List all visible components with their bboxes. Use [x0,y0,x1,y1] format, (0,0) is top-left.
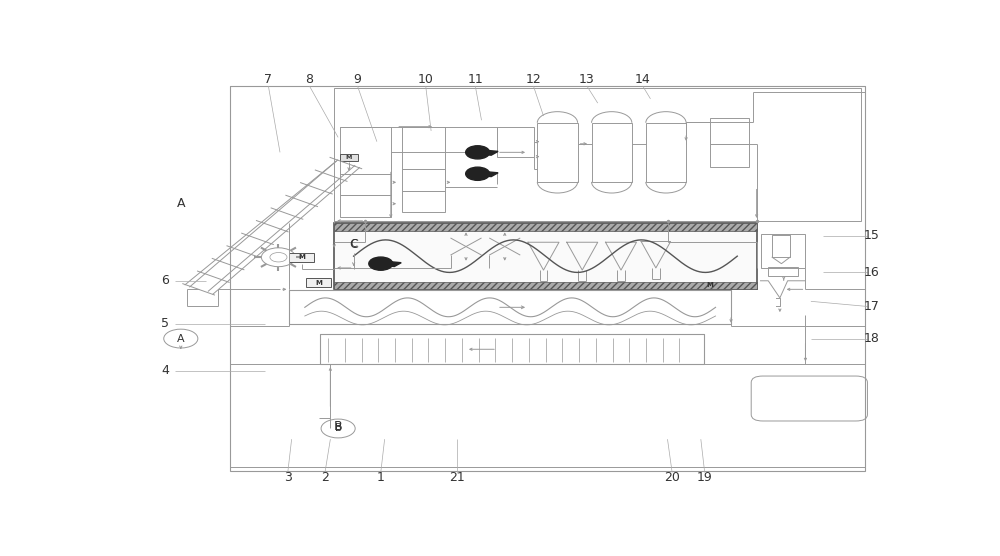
Polygon shape [478,171,498,177]
Bar [761,234,805,268]
Text: A: A [177,334,185,344]
Bar [402,170,445,191]
Text: A: A [177,197,185,210]
Text: 12: 12 [526,73,541,86]
Text: 15: 15 [863,229,879,242]
Bar [334,223,757,289]
Bar [698,281,723,290]
Text: 20: 20 [664,471,680,484]
Text: 9: 9 [354,73,361,86]
Text: B: B [335,424,342,434]
Text: 1: 1 [377,471,385,484]
Bar [306,279,331,287]
Text: M: M [346,155,352,160]
Circle shape [466,146,490,159]
Bar [334,88,861,221]
Text: 17: 17 [863,300,879,313]
Bar [489,238,520,255]
Bar [289,253,314,262]
Text: 7: 7 [264,73,272,86]
Text: 19: 19 [697,471,713,484]
Text: M: M [707,282,714,288]
Bar [567,227,598,242]
Bar [528,227,559,242]
Text: 11: 11 [467,73,483,86]
Text: M: M [315,280,322,286]
Bar [641,227,671,241]
Text: 5: 5 [161,317,169,330]
Text: C: C [350,240,357,250]
Text: 4: 4 [161,364,169,377]
Bar [334,282,757,289]
Bar [497,127,534,157]
Bar [289,290,731,325]
Text: 10: 10 [418,73,434,86]
Bar [340,155,358,161]
Bar [646,123,686,182]
Text: 6: 6 [161,274,169,287]
Text: B: B [334,420,342,433]
Bar [450,238,482,255]
Bar [537,123,578,182]
Text: 21: 21 [449,471,465,484]
Bar [402,191,445,212]
Bar [710,144,749,167]
Text: 14: 14 [635,73,651,86]
Bar [606,227,637,242]
Polygon shape [381,261,401,266]
Bar [340,127,391,173]
Text: 2: 2 [321,471,329,484]
Bar [230,86,865,471]
Text: C: C [349,238,358,251]
Circle shape [369,257,393,270]
Bar [340,195,391,216]
Bar [334,223,757,231]
Text: 3: 3 [284,471,292,484]
Circle shape [466,167,490,180]
Bar [592,123,632,182]
Text: M: M [298,254,305,260]
Bar [402,127,445,170]
Text: 13: 13 [579,73,595,86]
Bar [768,267,798,276]
Text: 18: 18 [863,332,879,345]
Bar [320,334,704,364]
Polygon shape [478,150,498,155]
Text: 8: 8 [305,73,313,86]
Bar [710,118,749,144]
Text: 16: 16 [863,266,879,279]
Bar [340,173,391,195]
